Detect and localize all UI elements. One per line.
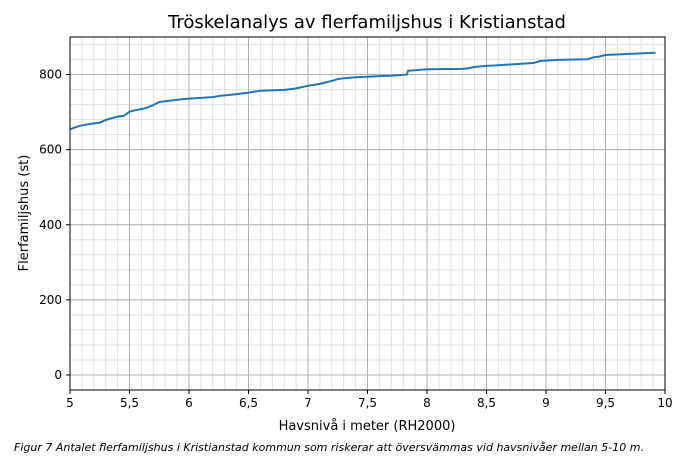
x-tick-label: 6 <box>185 396 193 410</box>
x-tick-label: 10 <box>657 396 672 410</box>
y-tick-label: 600 <box>39 143 62 157</box>
y-tick-label: 800 <box>39 68 62 82</box>
x-tick-label: 8,5 <box>477 396 496 410</box>
x-tick-label: 7 <box>304 396 312 410</box>
axis-ticks: 5 5,5 6 6,5 7 7,5 8 8,5 9 9,5 10 0 200 400 600 800 <box>39 68 673 410</box>
grid <box>69 37 666 391</box>
y-tick-label: 0 <box>54 368 62 382</box>
x-axis-label: Havsnivå i meter (RH2000) <box>279 419 456 434</box>
y-tick-label: 400 <box>39 218 62 232</box>
x-tick-label: 9,5 <box>596 396 615 410</box>
x-tick-label: 8 <box>423 396 431 410</box>
x-tick-label: 5 <box>66 396 74 410</box>
x-tick-label: 7,5 <box>358 396 377 410</box>
chart-title: Tröskelanalys av flerfamiljshus i Kristi… <box>167 12 566 33</box>
x-tick-label: 6,5 <box>239 396 258 410</box>
figure-caption: Figur 7 Antalet flerfamiljshus i Kristia… <box>14 441 644 454</box>
series-line <box>69 51 656 131</box>
y-axis-label: Flerfamiljshus (st) <box>17 155 32 272</box>
y-tick-label: 200 <box>39 293 62 307</box>
x-tick-label: 9 <box>542 396 550 410</box>
x-tick-label: 5,5 <box>120 396 139 410</box>
